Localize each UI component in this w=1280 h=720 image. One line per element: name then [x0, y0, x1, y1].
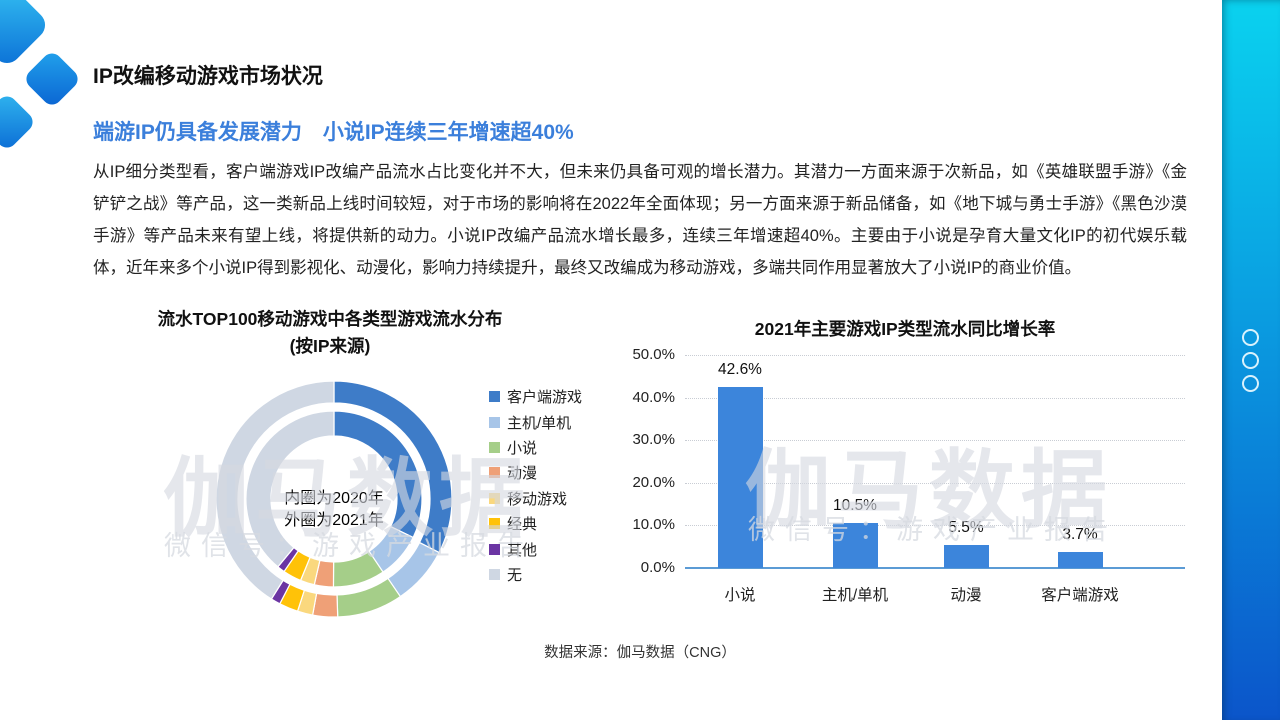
donut-legend: 客户端游戏主机/单机小说动漫移动游戏经典其他无	[489, 384, 582, 587]
legend-item: 客户端游戏	[489, 384, 582, 409]
bar-value-label: 10.5%	[833, 497, 877, 515]
gridline	[685, 525, 1185, 527]
bar-value-label: 3.7%	[1062, 526, 1098, 544]
donut-chart-title-line2: (按IP来源)	[289, 336, 371, 356]
donut-segment	[216, 381, 335, 600]
sidebar-dot-icon	[1242, 375, 1259, 392]
gridline	[685, 355, 1185, 356]
legend-swatch	[489, 568, 500, 580]
legend-label: 移动游戏	[507, 490, 568, 508]
section-subtitle: 端游IP仍具备发展潜力 小说IP连续三年增速超40%	[93, 121, 574, 144]
legend-label: 其他	[507, 541, 538, 559]
gridline	[685, 482, 1185, 484]
y-tick-label: 20.0%	[632, 473, 675, 491]
bar-chart-plot: 50.0% 40.0% 30.0% 20.0% 10.0% 0.0% 42.6% 小说 10.5…	[632, 346, 1185, 604]
legend-item: 其他	[489, 536, 582, 561]
legend-swatch	[489, 543, 500, 555]
bar	[832, 523, 878, 568]
legend-item: 小说	[489, 435, 582, 460]
legend-label: 客户端游戏	[507, 389, 583, 407]
sidebar-accent-bar	[1222, 0, 1280, 720]
legend-swatch	[489, 518, 500, 530]
legend-item: 无	[489, 562, 582, 587]
bar-chart-title: 2021年主要游戏IP类型流水同比增长率	[754, 319, 1056, 339]
x-axis-baseline	[685, 567, 1185, 569]
bar-category-label: 动漫	[950, 587, 982, 604]
donut-center-label-line1: 内圈为2020年	[284, 490, 384, 507]
sidebar-dot-icon	[1242, 352, 1259, 369]
legend-item: 移动游戏	[489, 486, 582, 511]
y-tick-label: 40.0%	[632, 388, 675, 406]
legend-item: 动漫	[489, 460, 582, 485]
bar-value-label: 5.5%	[948, 518, 984, 536]
legend-label: 经典	[507, 516, 538, 534]
legend-label: 主机/单机	[507, 414, 572, 432]
legend-label: 小说	[507, 439, 538, 457]
donut-segment	[245, 410, 335, 568]
logo-diamond-icon	[22, 49, 82, 109]
logo-diamond-icon	[0, 92, 37, 152]
bar-category-label: 小说	[724, 587, 756, 604]
legend-swatch	[489, 441, 500, 453]
bar-category-label: 主机/单机	[821, 587, 889, 604]
legend-swatch	[489, 467, 500, 479]
bar-category-label: 客户端游戏	[1041, 587, 1119, 604]
bar	[717, 386, 763, 568]
gridline	[685, 397, 1185, 399]
donut-chart-title-line1: 流水TOP100移动游戏中各类型游戏流水分布	[157, 309, 503, 329]
sidebar-dot-icon	[1242, 329, 1259, 346]
donut-center-label-line2: 外圈为2021年	[284, 512, 384, 529]
y-tick-label: 30.0%	[632, 431, 675, 449]
bar	[1057, 552, 1103, 568]
y-tick-label: 0.0%	[640, 559, 675, 576]
donut-chart	[216, 381, 452, 617]
data-source-footer: 数据来源：伽马数据（CNG）	[544, 645, 736, 661]
donut-chart-title: 流水TOP100移动游戏中各类型游戏流水分布 (按IP来源)	[110, 306, 550, 360]
page-title: IP改编移动游戏市场状况	[93, 65, 323, 88]
legend-item: 经典	[489, 511, 582, 536]
legend-swatch	[489, 492, 500, 504]
body-paragraph: 从IP细分类型看，客户端游戏IP改编产品流水占比变化并不大，但未来仍具备可观的增…	[93, 163, 1187, 277]
gridline	[685, 440, 1185, 442]
bar-value-label: 42.6%	[718, 360, 762, 378]
bar	[943, 544, 989, 568]
donut-center-label: 内圈为2020年 外圈为2021年	[216, 488, 452, 532]
legend-swatch	[489, 391, 500, 403]
legend-item: 主机/单机	[489, 409, 582, 434]
y-tick-label: 50.0%	[632, 346, 675, 363]
legend-label: 动漫	[507, 465, 538, 483]
legend-swatch	[489, 416, 500, 428]
y-tick-label: 10.0%	[632, 516, 675, 534]
legend-label: 无	[507, 566, 523, 584]
